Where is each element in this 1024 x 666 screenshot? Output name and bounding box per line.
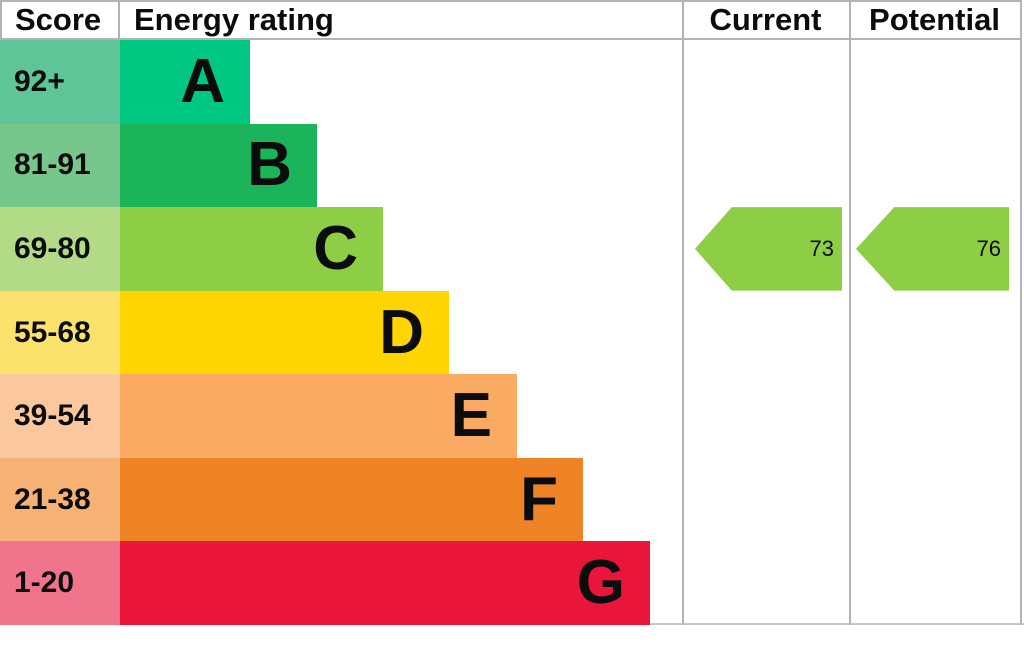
band-row-c: 69-80 C: [0, 207, 1024, 291]
potential-column-divider: [849, 0, 851, 625]
band-bar-d: D: [120, 290, 449, 375]
energy-rating-header: Energy rating: [134, 2, 334, 37]
current-column-header: Current: [709, 2, 822, 37]
score-range-d: 55-68: [0, 290, 120, 375]
band-row-g: 1-20 G: [0, 541, 1024, 626]
score-range-g: 1-20: [0, 541, 120, 626]
chart-top-border: [0, 0, 1022, 2]
current-column-divider: [682, 0, 684, 625]
band-row-a: 92+ A: [0, 40, 1024, 124]
score-column-header: Score: [15, 2, 102, 37]
current-rating-value: 73: [809, 235, 834, 261]
score-range-b: 81-91: [0, 123, 120, 208]
score-range-a: 92+: [0, 40, 120, 124]
potential-column-header: Potential: [869, 2, 1000, 37]
band-bar-c: C: [120, 207, 383, 291]
band-bar-b: B: [120, 123, 317, 208]
chart-right-border: [1020, 0, 1022, 625]
score-range-e: 39-54: [0, 374, 120, 458]
rating-bands: 92+ A 81-91 B 69-80 C 55-68 D 39-54 E 21-38 F 1-20 G: [0, 40, 1024, 626]
band-bar-g: G: [120, 541, 650, 626]
score-range-c: 69-80: [0, 207, 120, 291]
score-column-divider: [118, 0, 120, 40]
header-bottom-border: [0, 38, 1022, 40]
band-row-f: 21-38 F: [0, 457, 1024, 542]
header-left-border: [0, 0, 2, 40]
score-range-f: 21-38: [0, 457, 120, 542]
band-bar-e: E: [120, 374, 517, 458]
potential-rating-value: 76: [976, 235, 1001, 261]
band-bar-f: F: [120, 457, 583, 542]
band-row-d: 55-68 D: [0, 290, 1024, 375]
band-row-e: 39-54 E: [0, 374, 1024, 458]
band-bar-a: A: [120, 40, 250, 124]
band-row-b: 81-91 B: [0, 123, 1024, 208]
